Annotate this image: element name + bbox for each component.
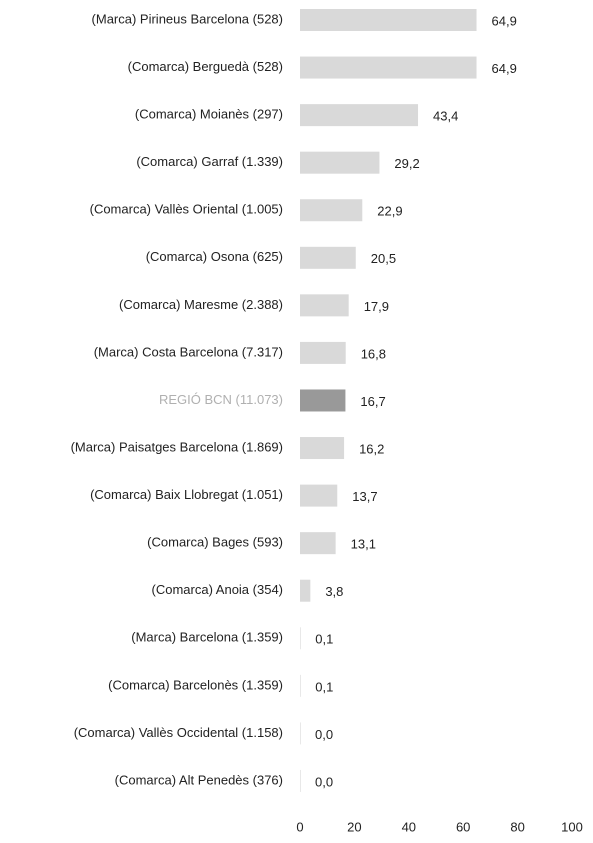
category-label: (Marca) Pirineus Barcelona (528) [92, 11, 283, 26]
bar [300, 579, 311, 602]
value-label: 64,9 [492, 13, 517, 28]
category-label: (Comarca) Alt Penedès (376) [115, 772, 283, 787]
value-label: 16,7 [360, 394, 385, 409]
x-tick-label: 20 [347, 819, 361, 834]
x-tick-label: 60 [456, 819, 470, 834]
category-label: (Marca) Barcelona (1.359) [131, 630, 283, 645]
category-label: (Comarca) Garraf (1.339) [136, 154, 283, 169]
bar [300, 627, 301, 650]
bar [300, 151, 380, 174]
bar [300, 56, 477, 79]
value-label: 20,5 [371, 251, 396, 266]
category-label: (Comarca) Vallès Oriental (1.005) [90, 202, 283, 217]
value-label: 0,1 [315, 679, 333, 694]
category-label: (Comarca) Moianès (297) [135, 107, 283, 122]
bar [300, 484, 338, 507]
category-label: (Comarca) Barcelonès (1.359) [108, 677, 283, 692]
value-label: 43,4 [433, 109, 458, 124]
value-label: 17,9 [364, 299, 389, 314]
value-label: 16,8 [361, 346, 386, 361]
x-tick-label: 100 [561, 819, 583, 834]
bar [300, 199, 363, 222]
bar [300, 769, 301, 792]
x-tick-label: 0 [296, 819, 303, 834]
bar [300, 104, 419, 127]
bar [300, 341, 346, 364]
value-label: 13,7 [352, 489, 377, 504]
bar [300, 246, 356, 269]
value-label: 13,1 [351, 537, 376, 552]
bar [300, 674, 301, 697]
category-label: (Marca) Paisatges Barcelona (1.869) [71, 439, 283, 454]
value-label: 0,0 [315, 727, 333, 742]
category-label: (Comarca) Maresme (2.388) [119, 297, 283, 312]
value-label: 29,2 [394, 156, 419, 171]
category-label: (Comarca) Osona (625) [146, 249, 283, 264]
category-label: (Comarca) Anoia (354) [152, 582, 284, 597]
bar [300, 389, 346, 412]
bar [300, 722, 301, 745]
category-label: (Marca) Costa Barcelona (7.317) [94, 344, 283, 359]
category-label: (Comarca) Vallès Occidental (1.158) [74, 725, 283, 740]
value-label: 22,9 [377, 204, 402, 219]
category-label: (Comarca) Bages (593) [147, 535, 283, 550]
bar [300, 9, 477, 31]
bar [300, 437, 345, 460]
category-label: REGIÓ BCN (11.073) [159, 392, 283, 407]
value-label: 64,9 [492, 61, 517, 76]
value-label: 3,8 [325, 584, 343, 599]
category-label: (Comarca) Berguedà (528) [128, 59, 283, 74]
x-tick-label: 40 [402, 819, 416, 834]
bar [300, 294, 349, 317]
bar [300, 532, 336, 555]
category-label: (Comarca) Baix Llobregat (1.051) [90, 487, 283, 502]
value-label: 16,2 [359, 441, 384, 456]
x-tick-label: 80 [510, 819, 524, 834]
value-label: 0,1 [315, 632, 333, 647]
value-label: 0,0 [315, 774, 333, 789]
